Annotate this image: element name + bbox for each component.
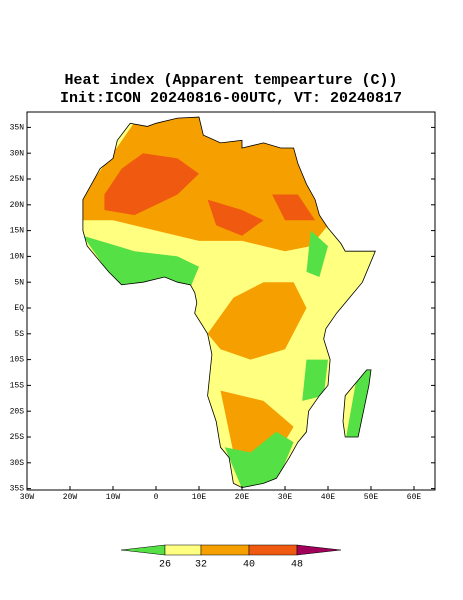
colorbar-bin (200, 544, 250, 556)
lon-tick-label: 50E (364, 493, 379, 502)
colorbar-over (296, 544, 342, 556)
lat-tick-label: 35S (10, 485, 25, 494)
colorbar-label: 32 (195, 560, 207, 571)
colorbar-bin (164, 544, 202, 556)
field-region (306, 230, 328, 277)
lat-tick-label: 20S (10, 407, 25, 416)
map-frame (26, 111, 436, 491)
lon-tick-label: 0 (154, 493, 159, 502)
lat-tick-label: 5S (14, 330, 24, 339)
colorbar-label: 48 (291, 560, 303, 571)
subtitle: Init:ICON 20240816-00UTC, VT: 20240817 (60, 90, 402, 107)
field-region (82, 117, 328, 252)
colorbar-label: 26 (159, 560, 171, 571)
lat-tick-label: 30S (10, 459, 25, 468)
lon-tick-label: 30W (20, 493, 35, 502)
colorbar-bin (248, 544, 298, 556)
field-region (224, 431, 294, 488)
africa-fields (82, 117, 376, 488)
lat-tick-label: 5N (14, 278, 24, 287)
lat-tick-label: 15N (10, 227, 25, 236)
lat-tick-label: 35N (10, 124, 25, 133)
lon-tick-label: 40E (321, 493, 336, 502)
lon-tick-label: 30E (278, 493, 293, 502)
field-region (207, 199, 264, 236)
field-region (104, 153, 199, 216)
lat-tick-label: 30N (10, 149, 25, 158)
lon-tick-label: 60E (407, 493, 422, 502)
colorbar-label: 40 (243, 560, 255, 571)
colorbar-under (120, 544, 166, 556)
field-region (82, 235, 199, 288)
coastline (82, 116, 376, 489)
coastline (342, 369, 372, 438)
lat-tick-label: 15S (10, 382, 25, 391)
field-region (302, 359, 328, 401)
lon-tick-label: 20E (235, 493, 250, 502)
lat-tick-label: 25N (10, 175, 25, 184)
lat-tick-label: 10N (10, 253, 25, 262)
field-region (207, 282, 307, 360)
lat-tick-label: 25S (10, 433, 25, 442)
lat-tick-label: 10S (10, 356, 25, 365)
lon-tick-label: 20W (63, 493, 78, 502)
lon-tick-label: 10W (106, 493, 121, 502)
lat-tick-label: EQ (14, 304, 24, 313)
map-area (82, 116, 376, 489)
title: Heat index (Apparent tempearture (C)) (64, 72, 397, 89)
field-region (272, 194, 316, 221)
lon-tick-label: 10E (192, 493, 207, 502)
lat-tick-label: 20N (10, 201, 25, 210)
